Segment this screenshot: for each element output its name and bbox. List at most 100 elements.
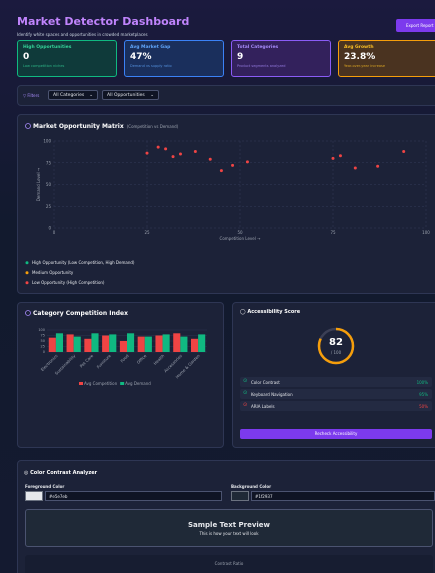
bar: [102, 335, 110, 352]
chart-title: Market Opportunity Matrix (Competition vs…: [33, 123, 179, 130]
stat-value: 9: [237, 52, 244, 62]
select-text: All Opportunities: [107, 93, 145, 98]
stat-card: High Opportunities 0 Low competition niche…: [17, 40, 117, 77]
fg-input[interactable]: #e5e7eb: [45, 491, 222, 501]
filters-text: Filters: [27, 93, 40, 98]
title: Market Detector Dashboard: [17, 15, 190, 28]
bar: [137, 336, 145, 352]
bar: [127, 333, 135, 352]
legend-label: Avg Competition: [84, 381, 118, 386]
bar-chart: Category Competition Index0255075100Elec…: [25, 310, 207, 386]
bar: [180, 336, 188, 352]
y-axis-label: Demand Level →: [36, 167, 41, 201]
score-gauge: [317, 327, 355, 365]
bar: [109, 334, 117, 352]
score-row: ⊙ Keyboard Navigation 95%: [240, 389, 432, 399]
data-point: [208, 157, 212, 161]
bar: [91, 333, 99, 352]
data-point: [331, 156, 335, 160]
title-sub: (Competition vs Demand): [127, 124, 179, 129]
y-tick-label: 75: [41, 334, 45, 338]
score-suffix: / 100: [330, 350, 342, 355]
stat-label: High Opportunities: [23, 45, 72, 50]
legend-label: High Opportunity (Low Competition, High …: [32, 260, 135, 265]
data-point: [353, 166, 357, 170]
data-point: [156, 145, 160, 149]
stat-note: Demand vs supply ratio: [130, 64, 172, 68]
bg-input[interactable]: #1f2937: [251, 491, 435, 501]
export-button[interactable]: Export Report: [396, 19, 435, 32]
y-tick-label: 75: [46, 160, 52, 165]
fg-value: #e5e7eb: [49, 494, 68, 499]
ratio-box: [25, 555, 433, 573]
title-icon: [25, 310, 31, 316]
data-point: [376, 164, 380, 168]
fg-label: Foreground Color: [25, 484, 65, 489]
preview-box: Sample Text Preview This is how your tex…: [25, 509, 433, 547]
row-icon: ⊙: [243, 378, 248, 384]
bg-swatch[interactable]: [231, 491, 249, 501]
y-tick-label: 50: [41, 339, 45, 343]
data-point: [219, 169, 223, 173]
preview-title: Sample Text Preview: [187, 521, 271, 529]
stat-value: 0: [23, 52, 30, 62]
legend-swatch: [79, 382, 83, 385]
x-tick-label: Office: [136, 353, 148, 365]
y-tick-label: 100: [38, 328, 45, 332]
data-point: [231, 163, 235, 167]
legend-label: Avg Demand: [125, 381, 151, 386]
stat-label: Avg Market Gap: [130, 45, 171, 50]
stat-note: Low competition niches: [23, 64, 65, 68]
x-tick-label: 75: [330, 230, 336, 235]
filters-label: ▽ Filters: [23, 93, 40, 98]
preview-text: This is how your text will look: [199, 531, 259, 536]
accessibility-title: ◯ Accessibility Score: [240, 309, 301, 315]
bar: [198, 334, 206, 352]
legend-label: Medium Opportunity: [32, 270, 74, 275]
x-tick-label: Food: [119, 353, 130, 364]
x-tick-label: Health: [152, 353, 165, 366]
row-value: 95%: [419, 391, 428, 397]
legend-dot: [25, 281, 29, 285]
x-tick-label: Pet Care: [79, 353, 95, 369]
row-icon: ⊙: [243, 390, 248, 396]
legend-dot: [25, 261, 29, 265]
row-value: 100%: [416, 379, 428, 385]
score-row: ⊙ Color Contrast 100%: [240, 377, 432, 387]
bar: [119, 341, 127, 352]
x-tick-label: Furniture: [96, 353, 113, 370]
bg-label: Background Color: [231, 484, 272, 489]
y-tick-label: 50: [46, 182, 52, 187]
y-tick-label: 0: [43, 350, 45, 354]
contrast-title: ◎ Color Contrast Analyzer: [24, 470, 98, 476]
title-icon: [25, 123, 31, 129]
stat-value: 47%: [130, 52, 152, 62]
stat-note: Year-over-year increase: [344, 64, 385, 68]
recheck-button[interactable]: Recheck Accessibility: [240, 429, 432, 439]
x-tick-label: 25: [144, 230, 150, 235]
fg-swatch[interactable]: [25, 491, 43, 501]
x-tick-label: 50: [237, 230, 243, 235]
opportunity-select[interactable]: All Opportunities ⌄: [102, 90, 159, 100]
data-point: [171, 155, 175, 159]
data-point: [145, 151, 149, 155]
data-point: [178, 152, 182, 156]
bar: [191, 338, 199, 352]
title-text: Market Opportunity Matrix: [33, 123, 124, 130]
bar: [66, 334, 74, 352]
stat-value: 23.8%: [344, 52, 376, 62]
row-icon: ⊙: [243, 402, 248, 408]
select-text: All Categories: [53, 93, 85, 98]
bar: [144, 336, 152, 352]
data-point: [402, 149, 406, 153]
stat-label: Total Categories: [237, 45, 279, 50]
x-axis-label: Competition Level →: [220, 236, 262, 241]
bar: [73, 336, 81, 352]
row-value: 50%: [419, 403, 428, 409]
x-tick-label: 0: [53, 230, 56, 235]
x-tick-label: 100: [422, 230, 430, 235]
row-label: Color Contrast: [251, 379, 280, 385]
stat-card: Avg Market Gap 47% Demand vs supply ratio: [124, 40, 224, 77]
category-select[interactable]: All Categories ⌄: [48, 90, 98, 100]
